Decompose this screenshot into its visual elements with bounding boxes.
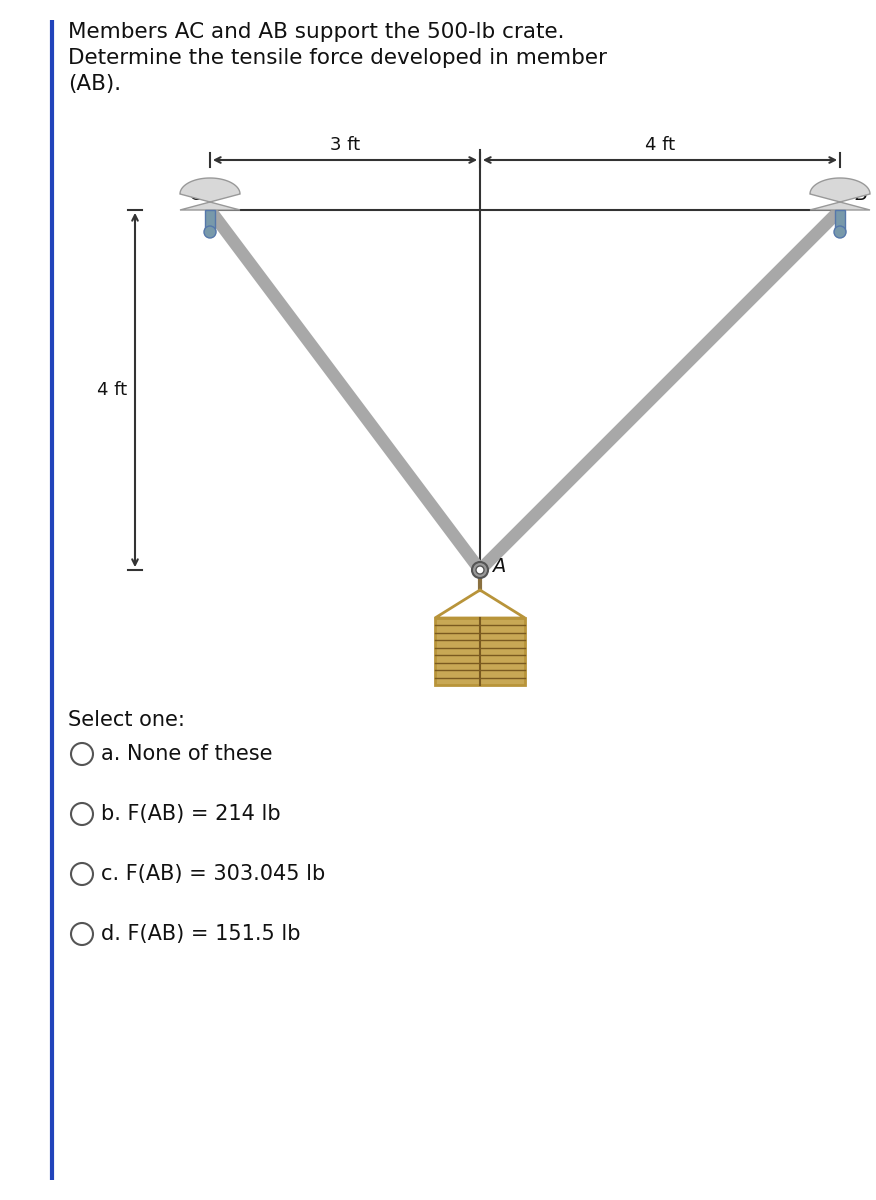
Text: Determine the tensile force developed in member: Determine the tensile force developed in… [68,48,607,68]
Polygon shape [810,178,870,210]
Text: 4 ft: 4 ft [97,382,127,398]
Circle shape [71,743,93,766]
Text: 3 ft: 3 ft [330,136,360,154]
Text: A: A [492,557,505,576]
Text: b. F(AB) = 214 lb: b. F(AB) = 214 lb [101,804,280,824]
Circle shape [71,863,93,886]
Text: Members AC and AB support the 500-lb crate.: Members AC and AB support the 500-lb cra… [68,22,564,42]
Circle shape [71,923,93,946]
Text: a. None of these: a. None of these [101,744,272,764]
Bar [205,210,215,232]
Text: d. F(AB) = 151.5 lb: d. F(AB) = 151.5 lb [101,924,300,944]
Polygon shape [180,178,240,210]
Text: B: B [854,185,867,204]
Text: C: C [188,185,202,204]
Circle shape [71,803,93,826]
Circle shape [472,562,488,578]
Text: (AB).: (AB). [68,74,121,94]
Circle shape [834,226,846,238]
Text: Select one:: Select one: [68,710,185,730]
Circle shape [476,566,484,574]
Bar [435,618,525,685]
Text: 4 ft: 4 ft [645,136,675,154]
Bar [835,210,845,232]
Circle shape [204,226,216,238]
Text: c. F(AB) = 303.045 lb: c. F(AB) = 303.045 lb [101,864,325,884]
